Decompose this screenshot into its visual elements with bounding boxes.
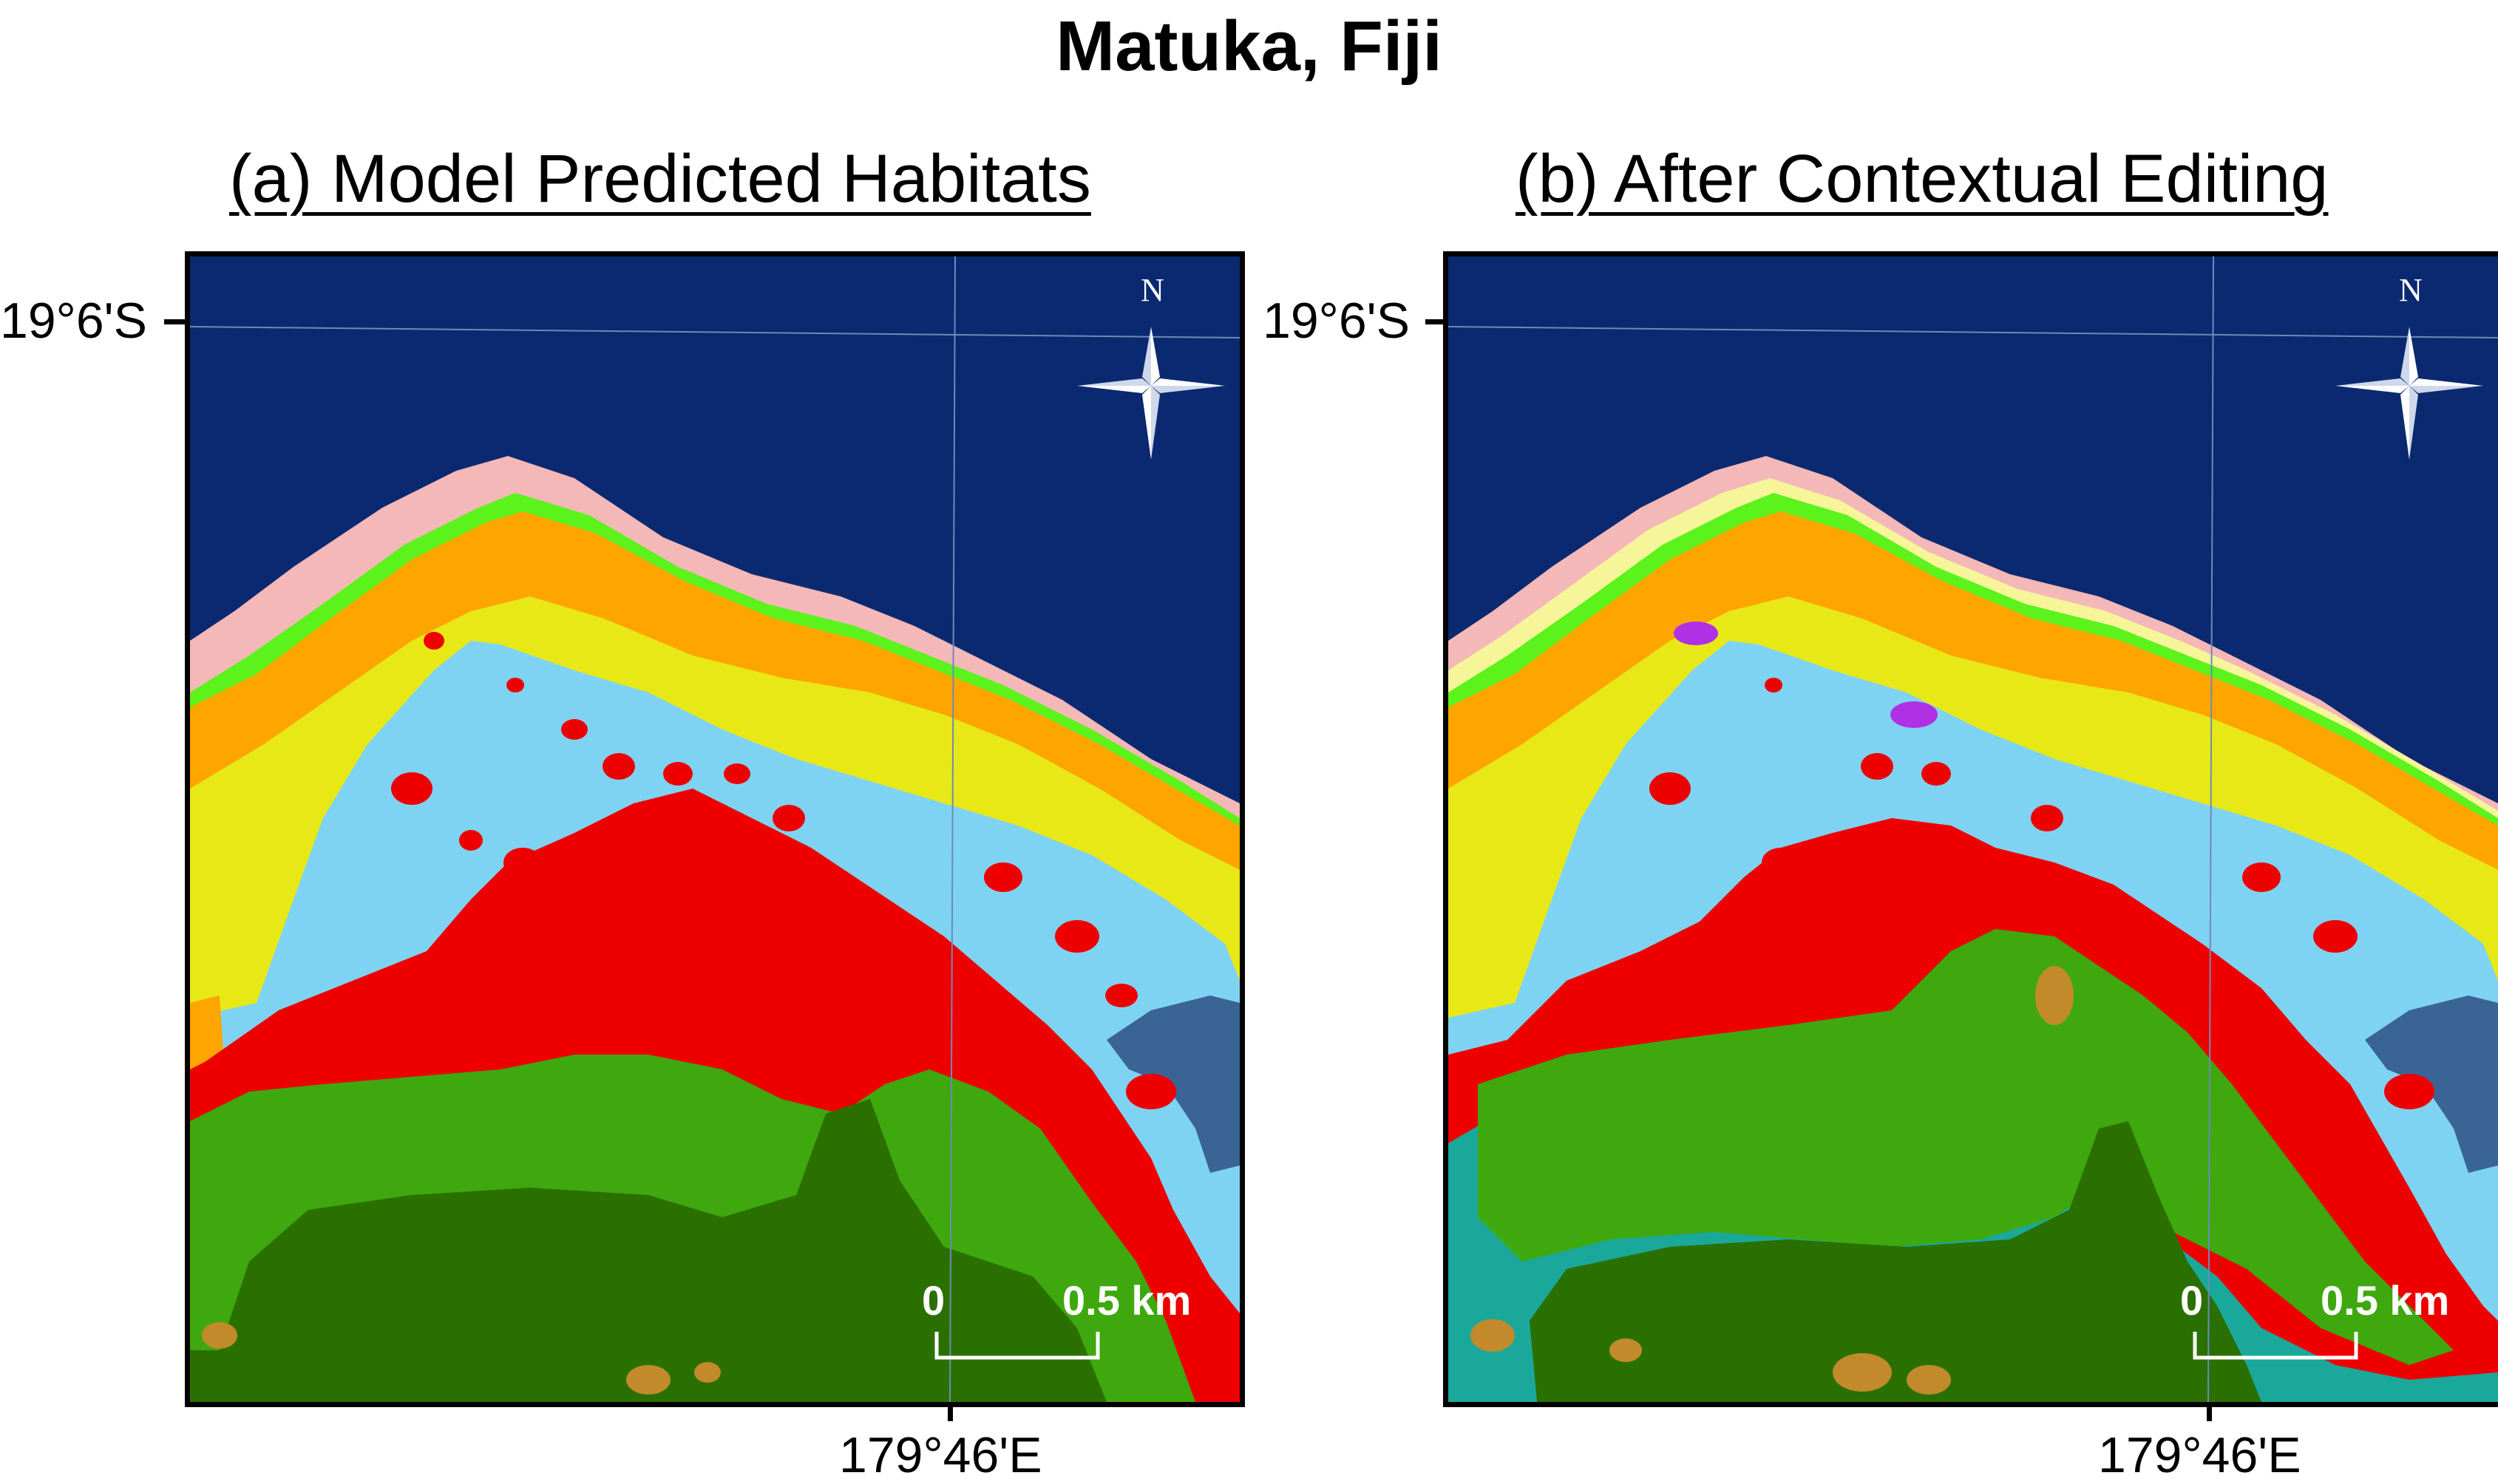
panel-a-latitude-tick	[164, 319, 186, 324]
scale-end-label: 0.5 km	[2321, 1277, 2450, 1324]
land-zone	[190, 1099, 1107, 1402]
figure-title: Matuka, Fiji	[1056, 7, 1442, 86]
north-label: N	[2399, 272, 2423, 308]
north-label: N	[1141, 272, 1164, 308]
purple-patches	[1674, 622, 1938, 728]
land-zone	[1530, 1121, 2261, 1402]
latitude-gridline	[190, 326, 1240, 338]
panel-a-subtitle: (a) Model Predicted Habitats	[229, 141, 1091, 217]
scale-bar	[934, 1332, 1100, 1360]
coral-patches	[1649, 678, 2434, 1109]
panel-b-latitude-tick	[1425, 319, 1447, 324]
brown-patches	[1470, 966, 2074, 1395]
panel-a-habitat-map	[190, 256, 1240, 1402]
panel-b-map: N 0 0.5 km	[1443, 251, 2498, 1407]
latitude-gridline	[1448, 326, 2498, 338]
panel-a-latitude-label: 19°6'S	[0, 293, 147, 349]
panel-b-longitude-label: 179°46'E	[2098, 1427, 2301, 1483]
panel-b-latitude-label: 19°6'S	[1263, 293, 1410, 349]
scale-bar	[2193, 1332, 2358, 1360]
scale-start-label: 0	[2180, 1277, 2204, 1324]
panel-b-subtitle: (b) After Contextual Editing	[1516, 141, 2329, 217]
panel-a-longitude-label: 179°46'E	[839, 1427, 1042, 1483]
longitude-gridline	[949, 256, 956, 1402]
brown-patches	[202, 1322, 721, 1395]
coral-patches	[391, 632, 1176, 1109]
panel-b-longitude-tick	[2207, 1400, 2212, 1421]
longitude-gridline	[2207, 256, 2214, 1402]
panel-a-longitude-tick	[948, 1400, 953, 1421]
panel-a-map: N 0 0.5 km	[185, 251, 1245, 1407]
north-arrow-icon	[1077, 327, 1225, 460]
north-arrow-icon	[2335, 327, 2483, 460]
scale-end-label: 0.5 km	[1062, 1277, 1192, 1324]
scale-start-label: 0	[922, 1277, 946, 1324]
seagrass-zone	[1478, 929, 2454, 1365]
panel-b-habitat-map	[1448, 256, 2498, 1402]
